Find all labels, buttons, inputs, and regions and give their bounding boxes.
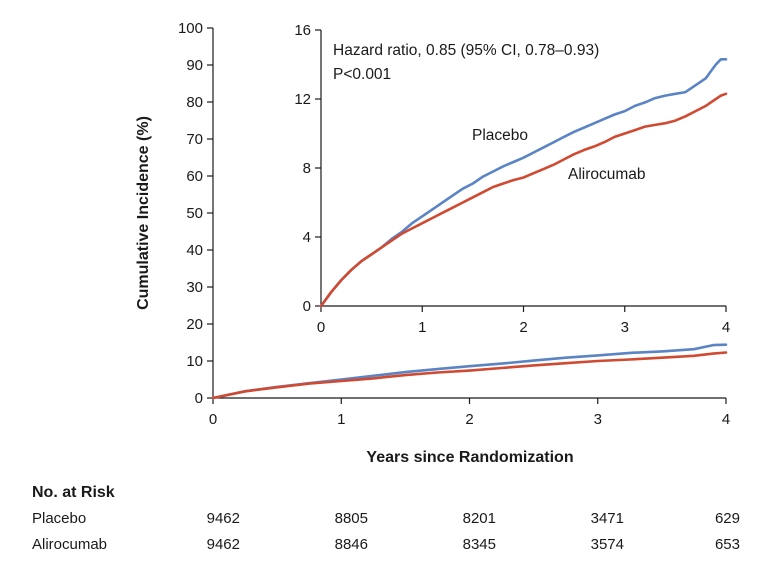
main-y-tick-label: 90 bbox=[186, 57, 203, 74]
placebo-series-label: Placebo bbox=[472, 127, 528, 144]
inset-series-line-alirocumab bbox=[319, 92, 728, 308]
main-y-tick-label: 80 bbox=[186, 94, 203, 111]
inset-y-tick-label: 4 bbox=[303, 229, 311, 246]
risk-row-label: Placebo bbox=[32, 510, 87, 527]
risk-cell: 3471 bbox=[590, 510, 624, 527]
main-x-ticks: 0 1 2 3 4 bbox=[209, 398, 730, 428]
main-y-axis-title: Cumulative Incidence (%) bbox=[135, 116, 152, 310]
main-y-tick-label: 10 bbox=[186, 353, 203, 370]
risk-cell: 629 bbox=[714, 510, 740, 527]
inset-series bbox=[319, 58, 728, 308]
inset-x-tick-label: 4 bbox=[722, 319, 730, 336]
inset-x-tick-label: 3 bbox=[621, 319, 629, 336]
main-x-tick-label: 0 bbox=[209, 411, 217, 428]
main-y-tick-label: 0 bbox=[195, 390, 203, 407]
inset-x-tick-label: 2 bbox=[519, 319, 527, 336]
risk-table-title: No. at Risk bbox=[32, 484, 115, 501]
main-x-tick-label: 4 bbox=[722, 411, 730, 428]
risk-cell: 9462 bbox=[206, 510, 240, 527]
main-series bbox=[211, 343, 728, 400]
risk-cell: 8846 bbox=[334, 536, 368, 553]
main-y-ticks: 0 10 20 30 40 50 60 70 80 90 100 bbox=[178, 20, 213, 407]
main-y-tick-label: 40 bbox=[186, 242, 203, 259]
main-x-tick-label: 1 bbox=[337, 411, 345, 428]
main-y-tick-label: 30 bbox=[186, 279, 203, 296]
main-x-tick-label: 3 bbox=[594, 411, 602, 428]
inset-y-tick-label: 8 bbox=[303, 160, 311, 177]
inset-series-line-placebo bbox=[319, 58, 728, 308]
main-series-line-alirocumab bbox=[211, 351, 728, 400]
risk-row-label: Alirocumab bbox=[32, 536, 108, 553]
inset-y-ticks: 0 4 8 12 16 bbox=[294, 22, 321, 315]
main-y-tick-label: 50 bbox=[186, 205, 203, 222]
risk-cell: 8201 bbox=[462, 510, 496, 527]
risk-row-alirocumab: Alirocumab 9462 8846 8345 3574 653 bbox=[0, 536, 767, 556]
inset-x-ticks: 0 1 2 3 4 bbox=[317, 306, 730, 336]
main-y-tick-label: 100 bbox=[178, 20, 203, 37]
main-y-tick-label: 20 bbox=[186, 316, 203, 333]
inset-x-tick-label: 0 bbox=[317, 319, 325, 336]
main-y-tick-label: 60 bbox=[186, 168, 203, 185]
main-x-tick-label: 2 bbox=[465, 411, 473, 428]
inset-y-tick-label: 12 bbox=[294, 91, 311, 108]
inset-y-tick-label: 0 bbox=[303, 298, 311, 315]
risk-cell: 9462 bbox=[206, 536, 240, 553]
hazard-ratio-annotation: Hazard ratio, 0.85 (95% CI, 0.78–0.93) bbox=[333, 42, 599, 59]
risk-row-placebo: Placebo 9462 8805 8201 3471 629 bbox=[0, 510, 767, 530]
alirocumab-series-label: Alirocumab bbox=[568, 166, 646, 183]
inset-y-tick-label: 16 bbox=[294, 22, 311, 39]
main-y-tick-label: 70 bbox=[186, 131, 203, 148]
inset-x-tick-label: 1 bbox=[418, 319, 426, 336]
p-value-annotation: P<0.001 bbox=[333, 66, 391, 83]
risk-cell: 8805 bbox=[334, 510, 368, 527]
risk-cell: 8345 bbox=[462, 536, 496, 553]
risk-cell: 3574 bbox=[590, 536, 624, 553]
main-x-axis-title: Years since Randomization bbox=[366, 449, 573, 466]
risk-cell: 653 bbox=[714, 536, 740, 553]
